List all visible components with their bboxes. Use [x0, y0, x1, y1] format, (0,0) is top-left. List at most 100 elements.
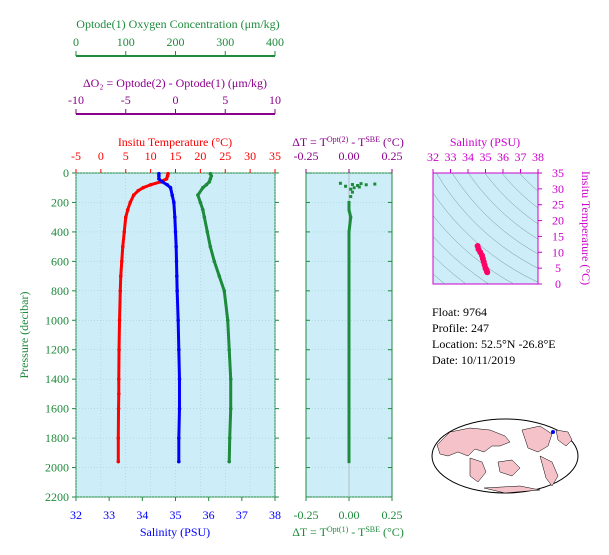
delta-o2-tick-label: 0 [173, 93, 179, 107]
delta-t-point [344, 184, 348, 188]
salinity-point [173, 215, 177, 219]
salinity-point [174, 244, 178, 249]
temperature-point [122, 230, 127, 234]
delta-o2-axis-label: ΔO₂ = Optode(2) - Optode(1) (μm/kg) [83, 76, 267, 90]
oxygen-axis-label: Optode(1) Oxygen Concentration (μm/kg) [76, 17, 279, 31]
salinity-point [177, 436, 181, 440]
pressure-tick-label: 400 [51, 225, 69, 239]
delta-o2-axis: -10 -5 0 5 10 [68, 93, 281, 115]
salinity-tick-label: 32 [70, 508, 82, 522]
delta-t-point [356, 184, 360, 188]
oxygen-point [228, 377, 233, 381]
oxygen-point [196, 193, 200, 197]
main-profile-panel: 0200400600800100012001400160018002000220… [45, 149, 281, 522]
pressure-axis-label: Pressure (decibar) [17, 292, 31, 379]
main-axes: 0200400600800100012001400160018002000220… [45, 149, 281, 522]
temperature-point [119, 259, 124, 264]
delta-o2-tick-label: -5 [121, 93, 131, 107]
ts-salinity-tick-label: 35 [480, 150, 492, 164]
temperature-tick-label: 20 [194, 149, 206, 163]
salinity-point [177, 406, 182, 411]
delta-t-point [347, 318, 351, 322]
info-date: Date: 10/11/2019 [432, 353, 515, 367]
dt-bottom-tick-label: -0.25 [294, 508, 319, 522]
pressure-tick-label: 1800 [45, 431, 69, 445]
salinity-axis-label: Salinity (PSU) [140, 525, 210, 539]
temperature-tick-label: 25 [219, 149, 231, 163]
dt-bottom-tick-label: 0.00 [339, 508, 360, 522]
ts-temperature-tick-label: 0 [555, 277, 561, 291]
temperature-point [118, 274, 123, 278]
delta-t-point [347, 200, 351, 204]
delta-t-point [347, 460, 351, 464]
salinity-tick-label: 37 [236, 508, 248, 522]
salinity-point [165, 182, 170, 187]
delta-t-point [349, 195, 353, 199]
delta-t-point [347, 289, 351, 293]
delta-t-point [349, 187, 353, 191]
ts-temperature-tick-label: 5 [555, 261, 561, 275]
ts-temperature-tick-label: 20 [552, 214, 564, 228]
salinity-tick-label: 36 [203, 508, 215, 522]
temperature-point [128, 200, 133, 205]
oxygen-point [209, 174, 214, 178]
temperature-axis-label: Insitu Temperature (°C) [118, 135, 232, 149]
salinity-point [160, 180, 165, 184]
delta-t-series [338, 181, 377, 464]
salinity-point [177, 377, 182, 381]
delta-t-top-label: ΔT = TOpt(2) - TSBE (°C) [292, 135, 404, 149]
dt-top-tick-label: -0.25 [294, 149, 319, 163]
main-grid [75, 172, 276, 498]
delta-o2-tick-label: 5 [222, 93, 228, 107]
ts-salinity-label: Salinity (PSU) [450, 135, 520, 149]
delta-t-point [347, 377, 351, 381]
info-float: Float: 9764 [432, 305, 487, 319]
oxygen-point [222, 289, 227, 293]
delta-t-bottom-label: ΔT = TOpt(1) - TSBE (°C) [292, 525, 404, 539]
oxygen-point [227, 459, 232, 464]
pressure-tick-label: 1000 [45, 313, 69, 327]
temperature-point [136, 188, 140, 193]
density-contour [545, 0, 609, 174]
temperature-tick-label: -5 [71, 149, 81, 163]
delta-t-point [373, 182, 377, 186]
oxygen-point [207, 180, 212, 184]
delta-o2-tick-label: -10 [68, 93, 84, 107]
ts-salinity-tick-label: 34 [462, 150, 474, 164]
salinity-tick-label: 33 [103, 508, 115, 522]
ts-temperature-tick-label: 15 [552, 229, 564, 243]
salinity-point [173, 230, 178, 234]
info-location: Location: 52.5°N -26.8°E [432, 337, 556, 351]
ts-temperature-tick-label: 25 [552, 198, 564, 212]
salinity-tick-label: 38 [269, 508, 281, 522]
delta-t-point [364, 183, 368, 187]
delta-t-panel: -0.25 -0.25 0.00 0.00 0.25 0.25 [294, 149, 403, 522]
oxygen-point [205, 230, 210, 234]
delta-t-point [350, 190, 354, 194]
salinity-point [175, 289, 179, 293]
float-location-marker [551, 430, 555, 434]
delta-t-point [357, 185, 361, 189]
ts-temperature-tick-label: 10 [552, 245, 564, 259]
oxygen-tick-label: 0 [73, 35, 79, 49]
ts-salinity-tick-label: 37 [515, 150, 527, 164]
delta-t-point [347, 230, 351, 234]
salinity-point [168, 185, 173, 190]
oxygen-point [227, 436, 232, 440]
temperature-point [116, 392, 121, 396]
delta-t-line [347, 202, 353, 462]
oxygen-point [228, 406, 233, 411]
delta-t-point [347, 245, 351, 249]
temperature-point [117, 318, 122, 323]
main-series [116, 171, 233, 464]
delta-t-point [347, 348, 351, 352]
salinity-point [172, 200, 176, 205]
delta-t-point [347, 208, 351, 212]
pressure-tick-label: 600 [51, 254, 69, 268]
delta-o2-tick-label: 10 [269, 93, 281, 107]
temperature-point [165, 174, 170, 178]
pressure-tick-label: 0 [63, 166, 69, 180]
